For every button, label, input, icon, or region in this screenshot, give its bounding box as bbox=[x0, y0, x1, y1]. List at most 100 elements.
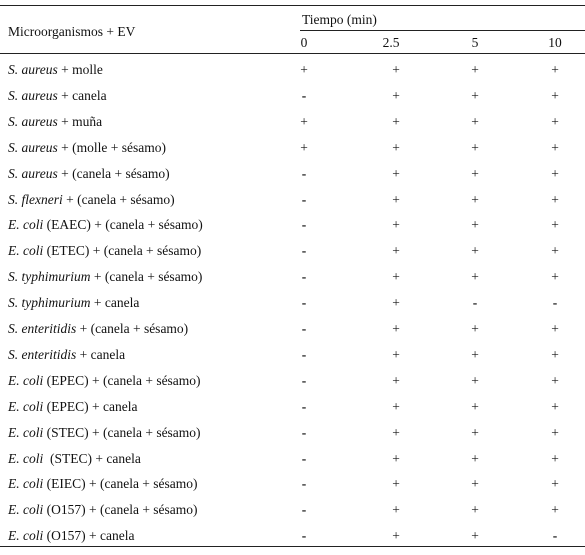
result-mark: + bbox=[551, 399, 559, 414]
treatment-text: + canela bbox=[76, 347, 126, 362]
header-group-label: Tiempo (min) bbox=[302, 12, 377, 27]
result-mark: + bbox=[300, 62, 308, 77]
result-mark: - bbox=[301, 347, 307, 362]
organism-name: E. coli bbox=[8, 451, 44, 466]
result-mark: + bbox=[392, 373, 400, 388]
result-mark: + bbox=[392, 243, 400, 258]
result-mark: + bbox=[392, 217, 400, 232]
row-label: S. aureus + muña bbox=[8, 114, 102, 130]
row-label: E. coli (EAEC) + (canela + sésamo) bbox=[8, 217, 203, 233]
result-mark: + bbox=[392, 425, 400, 440]
result-mark: + bbox=[551, 321, 559, 336]
row-label: E. coli (STEC) + canela bbox=[8, 451, 141, 467]
result-mark: - bbox=[301, 269, 307, 284]
header-bottom-rule bbox=[0, 53, 585, 54]
result-mark: + bbox=[471, 140, 479, 155]
treatment-text: (EAEC) + (canela + sésamo) bbox=[43, 217, 203, 232]
result-mark: + bbox=[392, 166, 400, 181]
result-mark: - bbox=[472, 295, 478, 310]
result-mark: + bbox=[551, 140, 559, 155]
result-mark: + bbox=[551, 269, 559, 284]
result-mark: + bbox=[392, 192, 400, 207]
row-label: S. aureus + (molle + sésamo) bbox=[8, 140, 166, 156]
result-mark: + bbox=[392, 476, 400, 491]
header-time-0: 0 bbox=[300, 35, 308, 50]
organism-name: E. coli bbox=[8, 217, 44, 232]
result-mark: + bbox=[471, 347, 479, 362]
result-mark: - bbox=[301, 243, 307, 258]
header-time-1: 2.5 bbox=[382, 35, 400, 50]
row-label: E. coli (O157) + (canela + sésamo) bbox=[8, 502, 198, 518]
result-mark: + bbox=[471, 217, 479, 232]
result-mark: + bbox=[471, 192, 479, 207]
result-mark: + bbox=[392, 114, 400, 129]
organism-name: E. coli bbox=[8, 502, 44, 517]
result-mark: + bbox=[471, 269, 479, 284]
result-mark: + bbox=[551, 62, 559, 77]
organism-name: S. aureus bbox=[8, 114, 58, 129]
organism-name: E. coli bbox=[8, 399, 44, 414]
result-mark: + bbox=[471, 88, 479, 103]
organism-name: S. flexneri bbox=[8, 192, 63, 207]
result-mark: - bbox=[301, 451, 307, 466]
result-mark: + bbox=[392, 140, 400, 155]
result-mark: - bbox=[301, 192, 307, 207]
row-label: E. coli (STEC) + (canela + sésamo) bbox=[8, 425, 201, 441]
row-label: E. coli (O157) + canela bbox=[8, 528, 134, 544]
treatment-text: (O157) + canela bbox=[43, 528, 135, 543]
treatment-text: + molle bbox=[57, 62, 103, 77]
result-mark: + bbox=[471, 528, 479, 543]
treatment-text: + (molle + sésamo) bbox=[57, 140, 166, 155]
result-mark: + bbox=[551, 476, 559, 491]
result-mark: - bbox=[301, 502, 307, 517]
header-time-3: 10 bbox=[548, 35, 562, 50]
result-mark: + bbox=[471, 476, 479, 491]
group-rule bbox=[300, 30, 585, 31]
treatment-text: + (canela + sésamo) bbox=[76, 321, 189, 336]
organism-name: S. aureus bbox=[8, 140, 58, 155]
row-label: S. enteritidis + (canela + sésamo) bbox=[8, 321, 188, 337]
result-mark: + bbox=[471, 243, 479, 258]
result-mark: - bbox=[301, 425, 307, 440]
organism-name: E. coli bbox=[8, 476, 44, 491]
treatment-text: (EPEC) + canela bbox=[43, 399, 138, 414]
result-mark: + bbox=[551, 502, 559, 517]
result-mark: + bbox=[551, 192, 559, 207]
treatment-text: + canela bbox=[57, 88, 107, 103]
result-mark: + bbox=[392, 269, 400, 284]
result-mark: - bbox=[301, 528, 307, 543]
organism-name: S. aureus bbox=[8, 88, 58, 103]
result-mark: + bbox=[300, 140, 308, 155]
treatment-text: + canela bbox=[90, 295, 140, 310]
result-mark: - bbox=[301, 295, 307, 310]
result-mark: + bbox=[551, 451, 559, 466]
result-mark: + bbox=[392, 62, 400, 77]
organism-name: S. enteritidis bbox=[8, 321, 77, 336]
row-label: E. coli (ETEC) + (canela + sésamo) bbox=[8, 243, 201, 259]
result-mark: + bbox=[551, 243, 559, 258]
result-mark: + bbox=[392, 528, 400, 543]
result-mark: + bbox=[471, 114, 479, 129]
treatment-text: (STEC) + canela bbox=[43, 451, 141, 466]
result-mark: + bbox=[471, 451, 479, 466]
result-mark: + bbox=[392, 321, 400, 336]
organism-name: S. enteritidis bbox=[8, 347, 77, 362]
result-mark: - bbox=[301, 373, 307, 388]
row-label: S. aureus + canela bbox=[8, 88, 107, 104]
row-label: S. aureus + (canela + sésamo) bbox=[8, 166, 170, 182]
result-mark: - bbox=[552, 528, 558, 543]
result-mark: + bbox=[392, 88, 400, 103]
result-mark: + bbox=[471, 321, 479, 336]
result-mark: - bbox=[301, 166, 307, 181]
row-label: S. aureus + molle bbox=[8, 62, 103, 78]
result-mark: + bbox=[392, 295, 400, 310]
organism-name: E. coli bbox=[8, 425, 44, 440]
organism-name: E. coli bbox=[8, 243, 44, 258]
result-mark: + bbox=[551, 425, 559, 440]
result-mark: + bbox=[551, 373, 559, 388]
result-mark: + bbox=[392, 451, 400, 466]
result-mark: + bbox=[471, 425, 479, 440]
organism-name: E. coli bbox=[8, 373, 44, 388]
treatment-text: (STEC) + (canela + sésamo) bbox=[43, 425, 201, 440]
organism-name: S. aureus bbox=[8, 166, 58, 181]
